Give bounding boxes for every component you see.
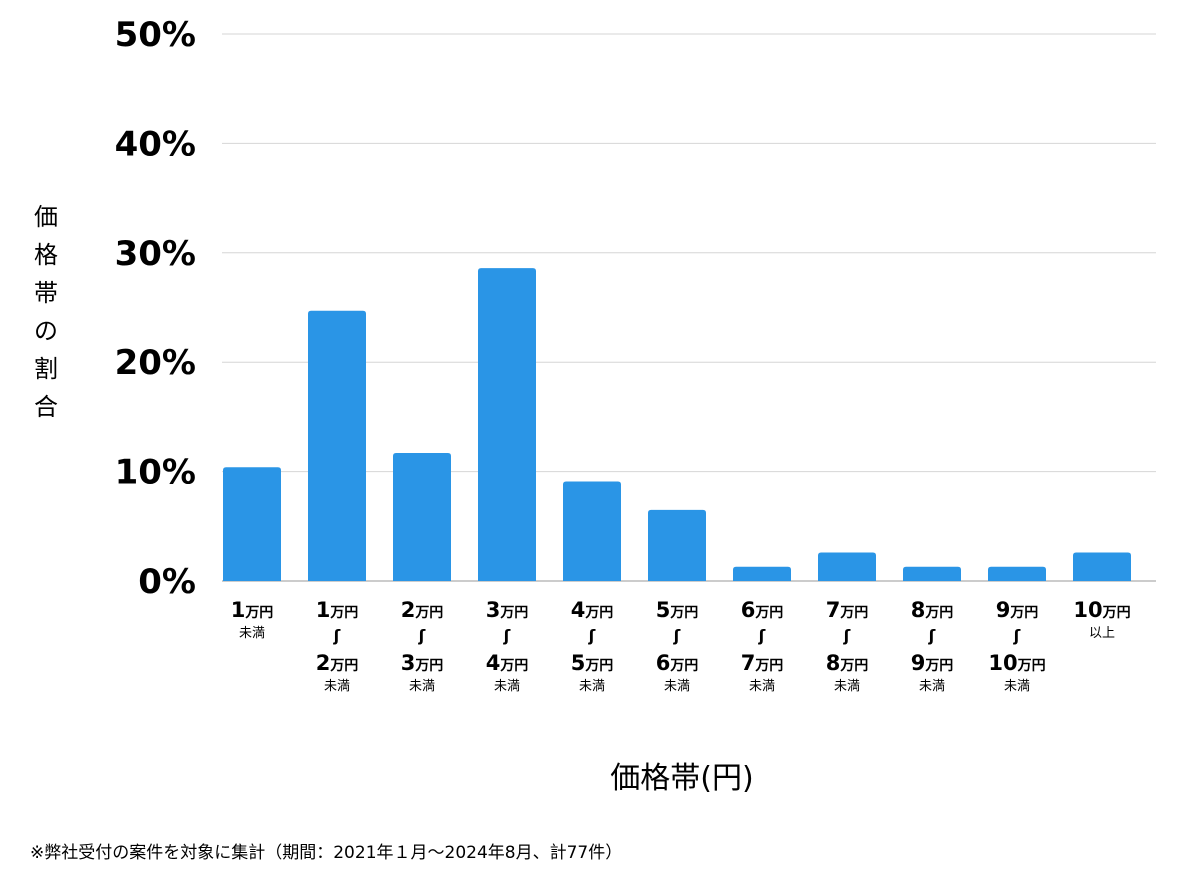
x-tick-label: 2万円 xyxy=(316,651,359,675)
x-tick-label: 6万円 xyxy=(656,651,699,675)
x-tick-range-mark: ʃ xyxy=(588,626,596,645)
y-tick-label: 10% xyxy=(115,453,196,493)
x-tick-sublabel: 未満 xyxy=(494,679,520,694)
x-tick-sublabel: 未満 xyxy=(834,679,860,694)
x-tick-range-mark: ʃ xyxy=(928,626,936,645)
bar xyxy=(308,310,366,581)
bar xyxy=(478,268,536,581)
x-tick-label: 5万円 xyxy=(656,598,699,622)
x-tick-sublabel: 未満 xyxy=(1004,679,1030,694)
x-tick-sublabel: 未満 xyxy=(239,626,265,641)
x-axis-label: 価格帯(円) xyxy=(610,761,754,796)
y-axis-label: 価 格 帯 の 割 合 xyxy=(34,203,58,421)
x-tick-range-mark: ʃ xyxy=(333,626,341,645)
y-tick-label: 20% xyxy=(115,343,196,383)
x-tick-sublabel: 未満 xyxy=(919,679,945,694)
x-tick-label: 9万円 xyxy=(911,651,954,675)
x-tick-label: 7万円 xyxy=(826,598,869,622)
x-tick-label: 8万円 xyxy=(826,651,869,675)
x-tick-label: 4万円 xyxy=(486,651,529,675)
x-tick-range-mark: ʃ xyxy=(1013,626,1021,645)
bar xyxy=(563,481,621,581)
y-tick-label: 50% xyxy=(115,15,196,55)
y-tick-label: 30% xyxy=(115,234,196,274)
x-tick-label: 8万円 xyxy=(911,598,954,622)
y-tick-label: 0% xyxy=(138,562,196,602)
x-tick-sublabel: 未満 xyxy=(749,679,775,694)
x-tick-sublabel: 未満 xyxy=(579,679,605,694)
x-tick-sublabel: 未満 xyxy=(664,679,690,694)
x-tick-range-mark: ʃ xyxy=(418,626,426,645)
y-tick-label: 40% xyxy=(115,124,196,164)
bar xyxy=(988,566,1046,581)
x-tick-label: 9万円 xyxy=(996,598,1039,622)
bar xyxy=(223,467,281,581)
bar xyxy=(733,566,791,581)
x-tick-label: 5万円 xyxy=(571,651,614,675)
x-tick-range-mark: ʃ xyxy=(673,626,681,645)
bar xyxy=(818,552,876,581)
bar xyxy=(648,509,706,581)
bar xyxy=(393,453,451,581)
x-tick-label: 10万円 xyxy=(988,651,1045,675)
x-tick-sublabel: 未満 xyxy=(409,679,435,694)
x-tick-label: 3万円 xyxy=(486,598,529,622)
footnote: ※弊社受付の案件を対象に集計（期間：2021年１月〜2024年8月、計77件） xyxy=(30,843,623,863)
x-tick-range-mark: ʃ xyxy=(758,626,766,645)
x-tick-label: 6万円 xyxy=(741,598,784,622)
x-tick-label: 3万円 xyxy=(401,651,444,675)
x-tick-range-mark: ʃ xyxy=(843,626,851,645)
x-tick-label: 4万円 xyxy=(571,598,614,622)
x-tick-sublabel: 以上 xyxy=(1089,626,1115,641)
x-tick-label: 7万円 xyxy=(741,651,784,675)
bar xyxy=(1073,552,1131,581)
x-tick-range-mark: ʃ xyxy=(503,626,511,645)
x-tick-label: 2万円 xyxy=(401,598,444,622)
x-tick-label: 1万円 xyxy=(231,598,274,622)
x-tick-label: 10万円 xyxy=(1073,598,1130,622)
x-tick-label: 1万円 xyxy=(316,598,359,622)
bar xyxy=(903,566,961,581)
x-tick-sublabel: 未満 xyxy=(324,679,350,694)
